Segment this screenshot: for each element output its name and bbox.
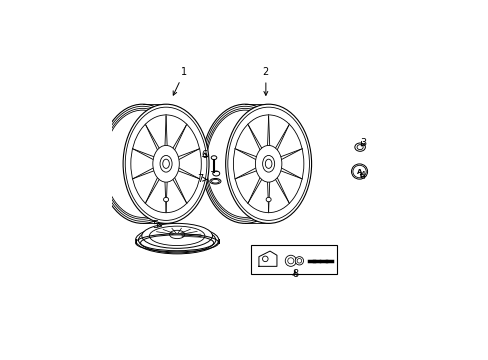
Ellipse shape (352, 165, 366, 178)
Ellipse shape (351, 164, 367, 179)
Ellipse shape (123, 104, 208, 223)
Ellipse shape (225, 104, 311, 223)
Text: 6: 6 (202, 150, 207, 161)
Circle shape (287, 258, 293, 264)
Ellipse shape (255, 145, 281, 182)
Text: 4: 4 (359, 171, 365, 181)
Ellipse shape (209, 179, 221, 184)
Ellipse shape (265, 197, 270, 202)
Ellipse shape (131, 115, 201, 213)
Ellipse shape (160, 156, 172, 172)
Text: 2: 2 (262, 67, 268, 95)
Circle shape (295, 257, 303, 265)
Ellipse shape (211, 156, 216, 159)
Ellipse shape (233, 115, 303, 213)
Ellipse shape (142, 223, 212, 248)
Ellipse shape (149, 226, 204, 246)
Ellipse shape (212, 171, 219, 176)
Ellipse shape (354, 143, 365, 151)
Ellipse shape (125, 107, 206, 220)
Ellipse shape (265, 159, 271, 168)
Ellipse shape (227, 107, 309, 220)
Ellipse shape (163, 159, 169, 168)
Ellipse shape (153, 145, 179, 182)
Text: 5: 5 (152, 220, 162, 230)
Circle shape (262, 256, 267, 262)
Circle shape (285, 255, 296, 266)
Text: 7: 7 (197, 174, 206, 184)
Ellipse shape (163, 197, 168, 202)
Ellipse shape (356, 145, 363, 150)
Text: A: A (356, 168, 362, 175)
Ellipse shape (211, 179, 219, 183)
Text: 8: 8 (291, 269, 297, 279)
Text: 3: 3 (359, 138, 365, 148)
Ellipse shape (262, 156, 274, 172)
Circle shape (297, 258, 301, 263)
Ellipse shape (169, 230, 184, 239)
Bar (250, 245, 336, 274)
Text: 1: 1 (173, 67, 187, 95)
Ellipse shape (135, 226, 218, 254)
